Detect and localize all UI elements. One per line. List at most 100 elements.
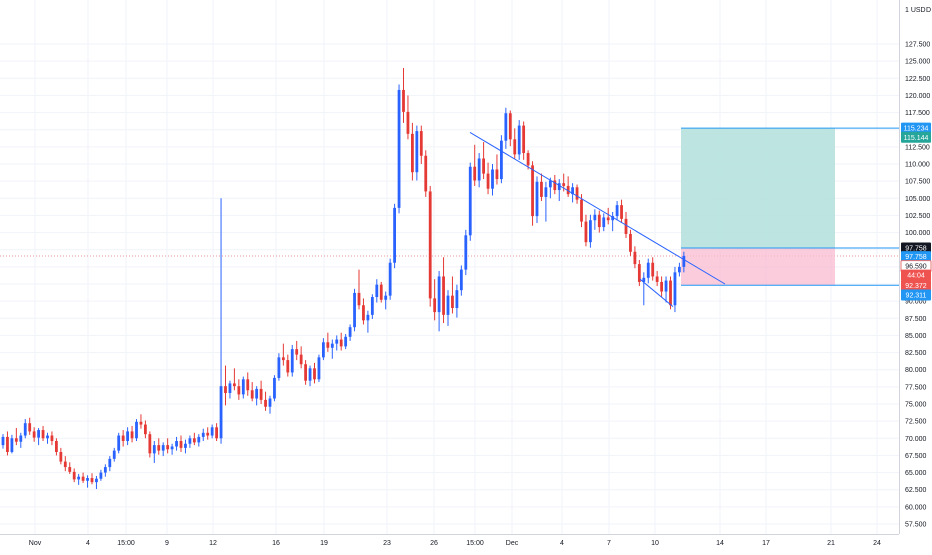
price-badge-bg — [901, 289, 931, 301]
candle-body — [517, 125, 521, 155]
candle — [295, 340, 299, 361]
price-badge-label: 92.372 — [905, 283, 927, 290]
candle-body — [103, 467, 107, 473]
candle-body — [46, 435, 49, 439]
candle-body — [428, 191, 432, 299]
profit-zone — [681, 128, 835, 248]
y-tick-label: 125.000 — [905, 59, 930, 66]
candle-body — [237, 386, 241, 395]
candle-body — [437, 276, 441, 313]
candle — [152, 441, 156, 463]
candle-body — [571, 187, 574, 195]
candle — [615, 201, 619, 221]
candle-body — [375, 284, 379, 298]
candle-body — [59, 451, 63, 462]
candle — [215, 423, 218, 442]
candle-body — [99, 472, 103, 479]
candle — [366, 310, 370, 333]
x-tick-label: 21 — [827, 540, 835, 547]
candle — [388, 258, 392, 300]
candle — [553, 174, 557, 195]
candle-body — [63, 461, 67, 468]
candle — [504, 107, 508, 149]
candle-body — [224, 386, 227, 394]
candle — [629, 229, 632, 256]
candle-body — [90, 478, 94, 483]
candle — [108, 456, 112, 472]
candle-body — [562, 183, 566, 186]
price-badge: 97.758 — [901, 242, 931, 254]
candle-body — [508, 113, 512, 140]
candle — [660, 276, 663, 298]
candle — [281, 343, 285, 366]
candle-body — [637, 264, 641, 282]
candle-body — [673, 272, 677, 306]
candle — [179, 435, 183, 452]
candle-body — [540, 181, 543, 197]
candle — [402, 67, 405, 123]
candle — [32, 427, 36, 442]
candle — [201, 428, 205, 442]
candle — [473, 144, 477, 186]
candle-body — [121, 435, 125, 442]
y-tick-label: 57.500 — [905, 521, 927, 528]
candle — [192, 432, 196, 446]
candle-body — [504, 113, 508, 141]
candle — [419, 125, 423, 164]
candle-body — [606, 217, 610, 221]
y-tick-label: 82.500 — [905, 350, 927, 357]
y-tick-label: 122.500 — [905, 76, 930, 83]
price-badges: 115.234 115.144 97.758 97.758 96.590 44:04 92.… — [900, 122, 932, 301]
candle-body — [166, 445, 170, 450]
candle — [370, 294, 374, 319]
candle-body — [495, 169, 499, 180]
candle — [393, 203, 396, 269]
price-badge: 97.758 — [901, 251, 931, 263]
candle — [304, 360, 307, 385]
candle-body — [411, 133, 414, 173]
candle — [241, 376, 245, 399]
candle — [411, 122, 414, 181]
candle — [602, 213, 606, 232]
candle — [433, 279, 437, 321]
candle — [264, 391, 267, 411]
candle-body — [108, 458, 112, 468]
candle — [286, 354, 290, 377]
candle-body — [597, 214, 601, 228]
candle-body — [459, 269, 463, 291]
x-tick-label: 24 — [873, 540, 881, 547]
candle-body — [664, 280, 668, 292]
candle — [210, 424, 214, 439]
candle — [250, 382, 254, 402]
candle — [584, 214, 588, 247]
candle-body — [330, 343, 334, 348]
candle-body — [135, 421, 138, 439]
y-tick-label: 127.500 — [905, 42, 930, 49]
candle — [566, 176, 570, 197]
candle — [535, 176, 539, 223]
price-badge-label: 92.311 — [906, 292, 927, 299]
candle-body — [473, 166, 477, 181]
candle-body — [415, 131, 419, 173]
x-tick-label: 15:00 — [117, 540, 135, 547]
candle — [620, 199, 623, 223]
candle-body — [157, 445, 161, 451]
candle-body — [433, 298, 437, 313]
price-badge-bg — [901, 242, 931, 254]
candle-body — [95, 478, 98, 483]
y-tick-label: 90.000 — [905, 299, 927, 306]
candle — [508, 110, 512, 147]
candle-body — [615, 205, 619, 217]
candle-body — [233, 383, 236, 387]
candle — [589, 214, 592, 248]
candle — [397, 84, 401, 214]
loss-zone — [681, 247, 835, 286]
x-tick-label: Nov — [29, 540, 42, 547]
candle — [335, 335, 339, 351]
candle — [184, 439, 187, 454]
x-tick-label: 15:00 — [466, 540, 484, 547]
candle — [68, 462, 72, 474]
trendline — [469, 132, 726, 285]
candle — [642, 272, 646, 306]
